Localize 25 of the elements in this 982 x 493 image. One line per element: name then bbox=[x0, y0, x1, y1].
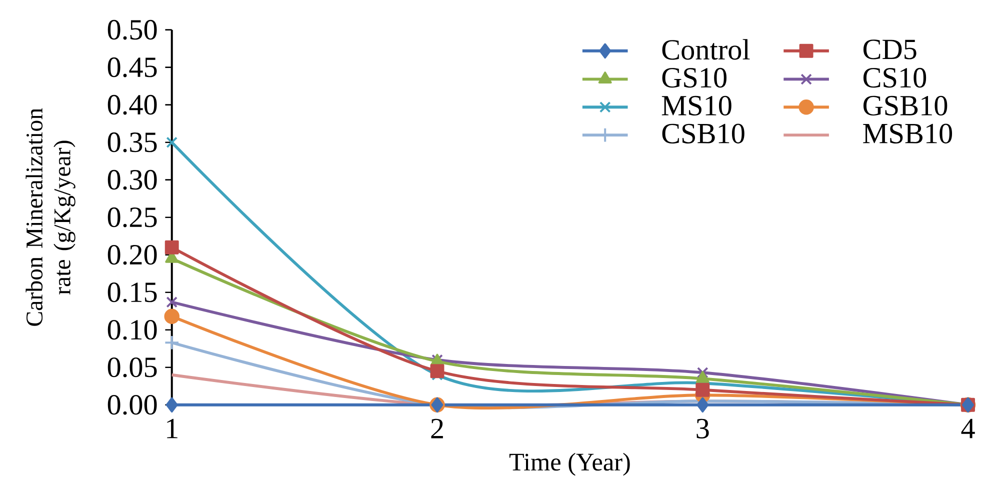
y-tick-label: 0.50 bbox=[108, 20, 157, 40]
x-tick-label: 4 bbox=[961, 418, 975, 438]
y-tick-label: 0.20 bbox=[108, 245, 157, 265]
legend-label: CS10 bbox=[863, 68, 926, 88]
y-tick-label: 0.25 bbox=[108, 208, 157, 228]
y-tick-label: 0.10 bbox=[108, 320, 157, 340]
x-tick-label: 2 bbox=[431, 418, 443, 438]
legend-label: MSB10 bbox=[863, 124, 952, 144]
y-tick-label: 0.45 bbox=[108, 57, 157, 78]
legend-label: MS10 bbox=[662, 96, 732, 116]
x-axis-title: Time (Year) bbox=[509, 452, 630, 476]
y-tick-label: 0.15 bbox=[108, 282, 157, 302]
y-tick-label: 0.40 bbox=[108, 94, 157, 115]
y-tick-label: 0.05 bbox=[108, 358, 157, 378]
legend-label: GS10 bbox=[662, 68, 726, 88]
legend-label: CD5 bbox=[863, 40, 916, 60]
y-axis-title: Carbon Mineralization rate (g/Kg/year) bbox=[26, 108, 76, 326]
legend-label: GSB10 bbox=[863, 96, 948, 116]
x-tick-label: 3 bbox=[696, 418, 709, 439]
y-tick-label: 0.30 bbox=[108, 170, 157, 190]
y-tick-label: 0.35 bbox=[108, 132, 157, 152]
x-tick-label: 1 bbox=[167, 418, 178, 438]
legend-label: CSB10 bbox=[662, 124, 744, 144]
legend-label: Control bbox=[662, 39, 750, 60]
y-tick-label: 0.00 bbox=[108, 395, 157, 415]
